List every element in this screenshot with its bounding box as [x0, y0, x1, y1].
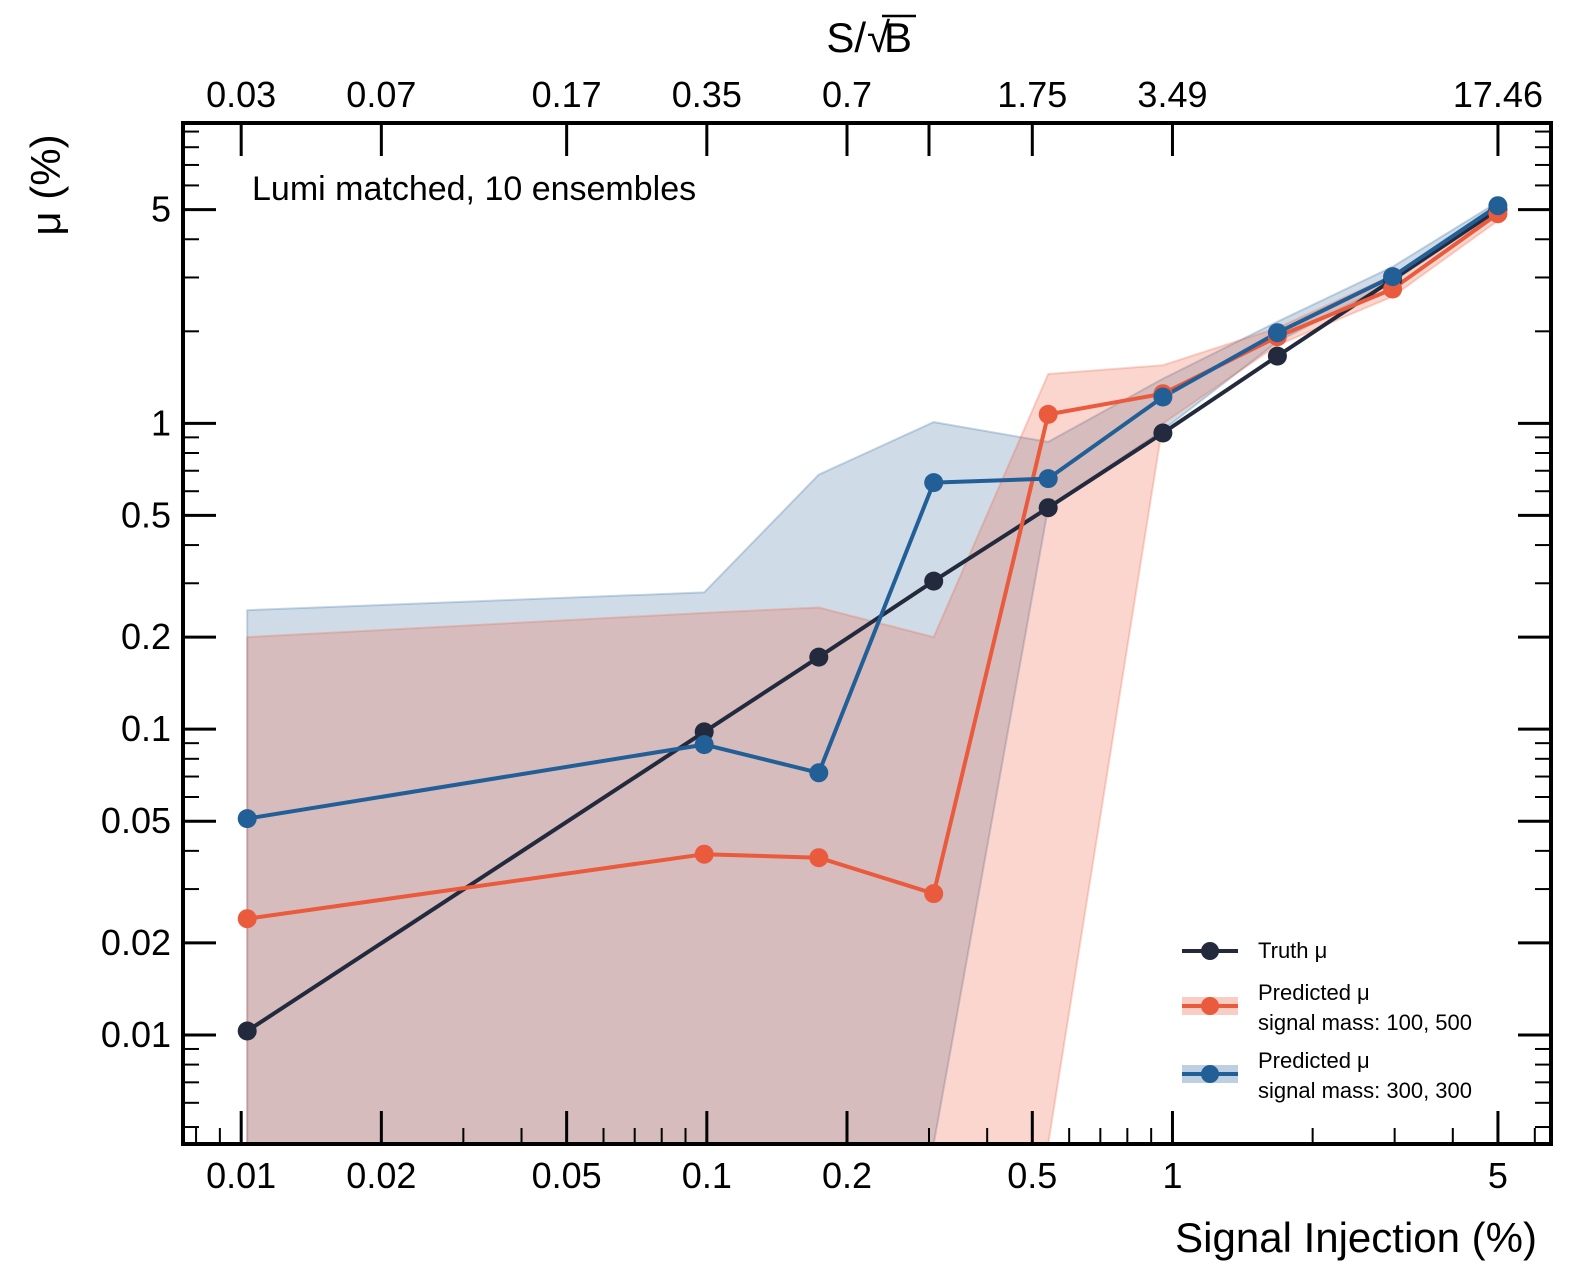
point-signal-100-500: [809, 848, 829, 868]
x-tick-label: 0.1: [682, 1155, 732, 1196]
point-truth: [924, 571, 944, 591]
tick-labels: 0.01 0.02 0.05 0.1 0.2 0.5 1 5 0.01 0.02 0.05 0.1 0.…: [101, 74, 1543, 1196]
top-tick-label: 0.17: [532, 74, 602, 115]
top-tick-label: 0.7: [822, 74, 872, 115]
top-axis-title: S/ √ B: [826, 14, 916, 61]
y-tick-label: 0.2: [121, 616, 171, 657]
top-axis-title-suffix: B: [884, 14, 912, 61]
x-tick-label: 0.02: [346, 1155, 416, 1196]
x-tick-label: 5: [1488, 1155, 1508, 1196]
top-tick-label: 17.46: [1453, 74, 1543, 115]
legend-label: Predicted μ: [1258, 1048, 1370, 1073]
point-signal-300-300: [1038, 469, 1058, 489]
y-tick-label: 0.05: [101, 800, 171, 841]
point-signal-300-300: [694, 735, 714, 755]
point-signal-300-300: [1488, 196, 1508, 216]
y-axis-title: μ (%): [22, 134, 69, 235]
point-signal-300-300: [1383, 267, 1403, 287]
y-tick-label: 0.1: [121, 708, 171, 749]
legend-label: Predicted μ: [1258, 980, 1370, 1005]
point-signal-100-500: [694, 844, 714, 864]
x-tick-label: 0.5: [1007, 1155, 1057, 1196]
ensemble-annotation: Lumi matched, 10 ensembles: [252, 170, 696, 208]
top-tick-label: 1.75: [997, 74, 1067, 115]
point-signal-100-500: [924, 884, 944, 904]
y-tick-label: 0.01: [101, 1014, 171, 1055]
legend-marker: [1201, 942, 1219, 960]
y-tick-label: 0.5: [121, 494, 171, 535]
point-signal-100-500: [1038, 404, 1058, 424]
point-signal-300-300: [1267, 323, 1287, 343]
plot-frame: [181, 121, 1553, 1146]
point-signal-300-300: [809, 763, 829, 783]
point-truth: [1153, 423, 1173, 443]
x-axis-title: Signal Injection (%): [1175, 1214, 1537, 1261]
point-truth: [237, 1021, 257, 1041]
legend-sublabel: signal mass: 100, 500: [1258, 1010, 1472, 1035]
x-tick-label: 0.2: [822, 1155, 872, 1196]
point-signal-300-300: [1153, 387, 1173, 407]
top-tick-label: 0.07: [346, 74, 416, 115]
y-tick-label: 5: [151, 189, 171, 230]
point-truth: [1038, 498, 1058, 518]
x-tick-label: 0.01: [206, 1155, 276, 1196]
y-tick-label: 0.02: [101, 922, 171, 963]
legend-sublabel: signal mass: 300, 300: [1258, 1078, 1472, 1103]
top-axis-title-prefix: S/: [826, 14, 866, 61]
point-signal-100-500: [237, 909, 257, 929]
legend-marker: [1201, 1065, 1219, 1083]
top-tick-label: 3.49: [1137, 74, 1207, 115]
top-tick-label: 0.35: [672, 74, 742, 115]
point-signal-300-300: [924, 473, 944, 493]
x-tick-label: 1: [1162, 1155, 1182, 1196]
top-tick-label: 0.03: [206, 74, 276, 115]
series-points: [237, 196, 1508, 1041]
point-signal-300-300: [237, 809, 257, 829]
x-tick-label: 0.05: [532, 1155, 602, 1196]
top-axis-title-radical: √: [867, 14, 891, 61]
legend-marker: [1201, 997, 1219, 1015]
legend-label: Truth μ: [1258, 938, 1327, 963]
axis-ticks: [183, 123, 1551, 1144]
point-truth: [809, 647, 829, 667]
legend: Truth μ Predicted μ signal mass: 100, 500 P…: [1182, 938, 1472, 1103]
point-truth: [1267, 346, 1287, 366]
y-tick-label: 1: [151, 402, 171, 443]
